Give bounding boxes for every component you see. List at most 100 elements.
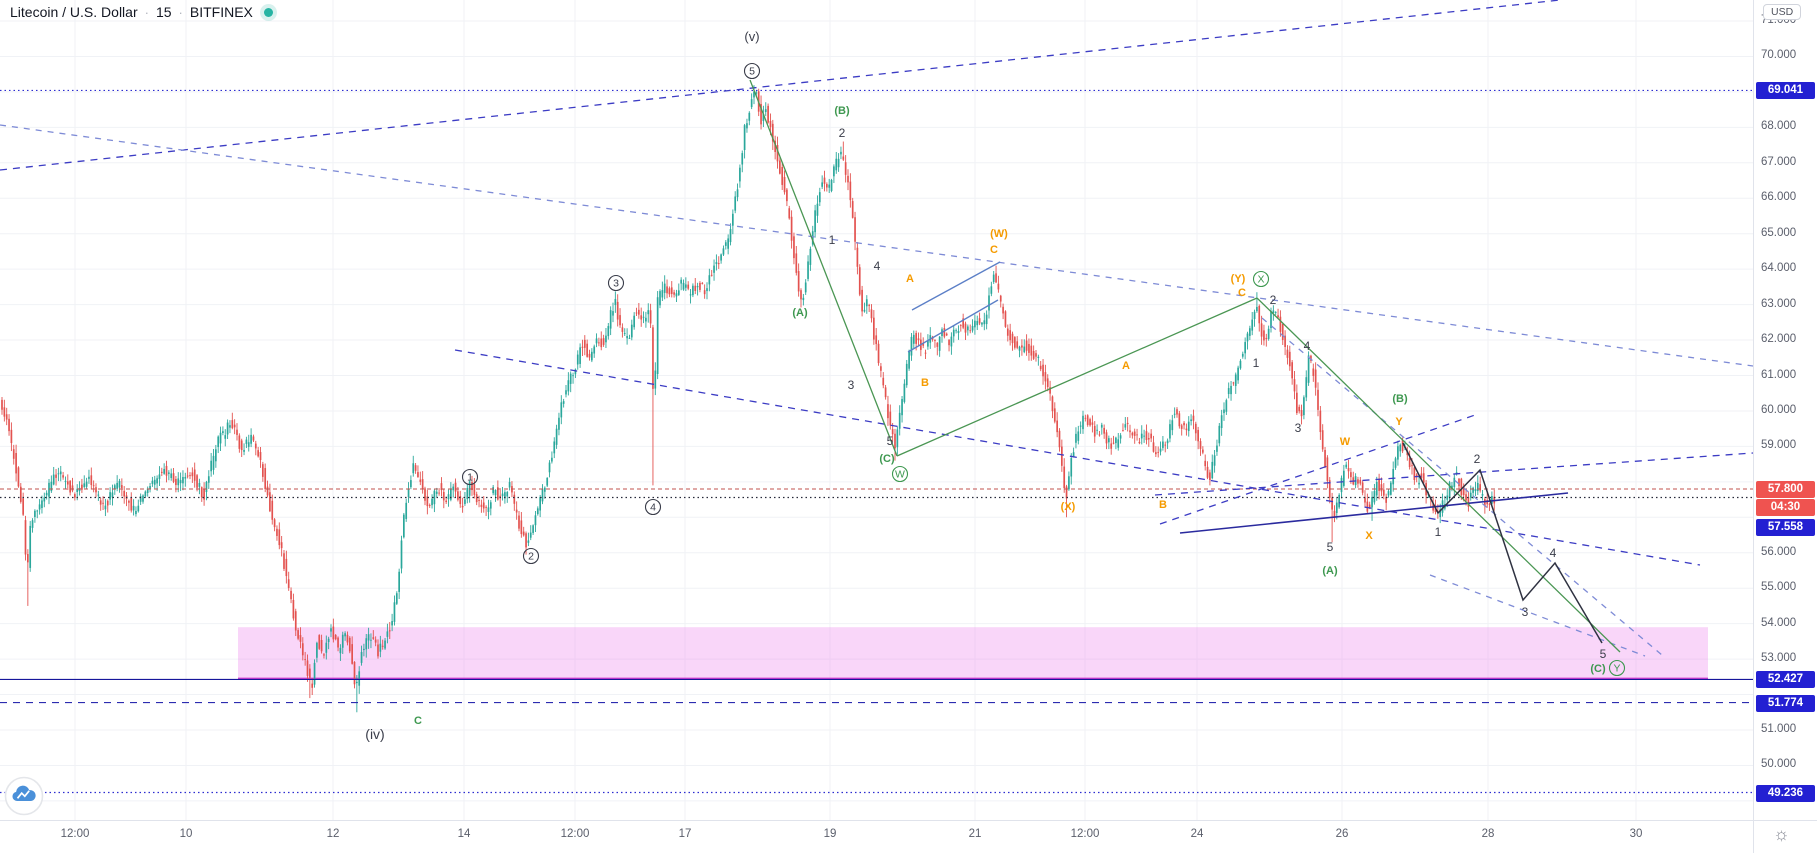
forecast-zigzag: [1402, 442, 1603, 644]
wave-label: 2: [1474, 452, 1481, 466]
wave-label: (X): [1061, 501, 1076, 513]
time-tick-label: 10: [179, 828, 193, 840]
price-axis-badge: 51.774: [1756, 694, 1815, 712]
wave-label: 5: [1327, 540, 1334, 554]
chart-canvas[interactable]: (v)51234(iv)123451234512345(A)(B)(C)WX(A…: [0, 0, 1753, 820]
wave-label-circle: [891, 465, 909, 483]
wave-label: 2: [839, 126, 846, 140]
trendline: [1179, 492, 1569, 534]
price-tick-label: 65.000: [1761, 226, 1797, 239]
wave-label: (B): [1392, 393, 1408, 405]
time-tick-label: 12:00: [60, 828, 90, 840]
wave-label: 2: [1270, 293, 1277, 307]
time-tick-label: 12: [326, 828, 340, 840]
trendline: [896, 297, 1258, 457]
time-tick-label: 17: [678, 828, 692, 840]
wave-label: 1: [1253, 356, 1260, 370]
time-tick-label: 28: [1481, 828, 1495, 840]
market-status-dot: [263, 7, 273, 17]
wave-label-circle: [522, 547, 540, 565]
time-tick-label: 14: [457, 828, 471, 840]
price-tick-label: 50.000: [1761, 758, 1797, 771]
price-tick-label: 63.000: [1761, 297, 1797, 310]
chart-plot-area[interactable]: (v) 5 1 2 3 4 (iv) 1 2 3 4 5 1 2 3 4 5 1 2 3 4 5 (A) (B) (C) W X (A…: [0, 0, 1753, 820]
price-tick-label: 64.000: [1761, 262, 1797, 275]
wave-label: B: [921, 377, 929, 389]
candles-layer: [1, 85, 1496, 713]
price-axis[interactable]: USD 71.000 70.000 68.000 67.000 66.000 65.000…: [1753, 0, 1817, 820]
price-axis-badge: 49.236: [1756, 784, 1815, 802]
price-tick-label: 61.000: [1761, 368, 1797, 381]
wave-label: 5: [749, 66, 755, 78]
wave-label: (iv): [365, 726, 384, 742]
wave-label: 3: [1522, 605, 1529, 619]
wave-label: 3: [613, 278, 619, 290]
price-tick-label: 54.000: [1761, 616, 1797, 629]
time-tick-label: 19: [823, 828, 837, 840]
time-tick-label: 21: [968, 828, 982, 840]
wave-label: W: [895, 469, 905, 481]
wave-label: X: [1365, 530, 1373, 542]
exchange-name[interactable]: BITFINEX: [189, 4, 253, 20]
support-zone: [238, 627, 1708, 680]
separator: ·: [178, 4, 183, 20]
wave-label: 1: [829, 233, 836, 247]
price-axis-badge: 52.427: [1756, 670, 1815, 688]
symbol-title[interactable]: Litecoin / U.S. Dollar: [10, 4, 138, 20]
wave-label: 5: [1600, 647, 1607, 661]
wave-label: C: [990, 244, 998, 256]
tradingview-logo[interactable]: [4, 776, 44, 816]
time-axis[interactable]: ☼ 12:00 10 12 14 12:00 17 19 21 12:00 24 26 28 30: [0, 820, 1817, 853]
trendline: [907, 299, 999, 353]
price-tick-label: 68.000: [1761, 120, 1797, 133]
wave-label: Y: [1613, 663, 1620, 675]
price-tick-label: 67.000: [1761, 155, 1797, 168]
chart-legend: Litecoin / U.S. Dollar · 15 · BITFINEX: [10, 4, 273, 20]
wave-label-circle: [461, 468, 479, 486]
time-tick-label: 26: [1335, 828, 1349, 840]
price-tick-label: 53.000: [1761, 652, 1797, 665]
wave-label: 4: [874, 259, 881, 273]
price-tick-label: 66.000: [1761, 191, 1797, 204]
wave-label-circle: [607, 274, 625, 292]
price-tick-label: 51.000: [1761, 723, 1797, 735]
time-tick-label: 30: [1629, 828, 1643, 840]
price-axis-badge: 57.800: [1756, 480, 1815, 498]
price-tick-label: 56.000: [1761, 545, 1797, 558]
wave-label: C: [1238, 287, 1246, 299]
wave-label-circle: [1252, 270, 1270, 288]
grid-layer: [0, 0, 1753, 820]
wave-label: W: [1340, 436, 1351, 448]
trendline: [0, 0, 1561, 171]
wave-label-circle: [644, 498, 662, 516]
wave-label: 4: [1304, 339, 1311, 353]
price-tick-label: 70.000: [1761, 49, 1797, 62]
axis-corner-divider: [1753, 821, 1754, 853]
wave-label: 5: [887, 434, 894, 448]
trendline: [1256, 297, 1621, 653]
wave-label: (Y): [1231, 273, 1246, 285]
wave-label: 4: [650, 502, 656, 514]
trendline: [1159, 414, 1476, 525]
trendline: [749, 79, 898, 457]
price-axis-badge: 69.041: [1756, 81, 1815, 99]
wave-label: (W): [990, 228, 1008, 240]
wave-label: 4: [1550, 546, 1557, 560]
trendlines-layer: [0, 0, 1753, 657]
interval-label[interactable]: 15: [155, 4, 172, 20]
currency-unit-button[interactable]: USD: [1763, 4, 1802, 20]
wave-label: (B): [834, 105, 850, 117]
annotations-layer: (v)51234(iv)123451234512345(A)(B)(C)WX(A…: [365, 29, 1626, 742]
price-axis-badge: 04:30: [1756, 498, 1815, 516]
wave-label-circle: [743, 62, 761, 80]
logo-icon: [4, 776, 44, 816]
axis-settings-icon[interactable]: ☼: [1773, 824, 1790, 844]
wave-label: Y: [1395, 416, 1403, 428]
wave-label: 3: [848, 378, 855, 392]
wave-label: X: [1257, 274, 1264, 286]
price-axis-badge: 57.558: [1756, 518, 1815, 536]
wave-label: (v): [744, 29, 759, 44]
wave-label: C: [414, 715, 422, 727]
wave-label: 2: [528, 551, 534, 563]
